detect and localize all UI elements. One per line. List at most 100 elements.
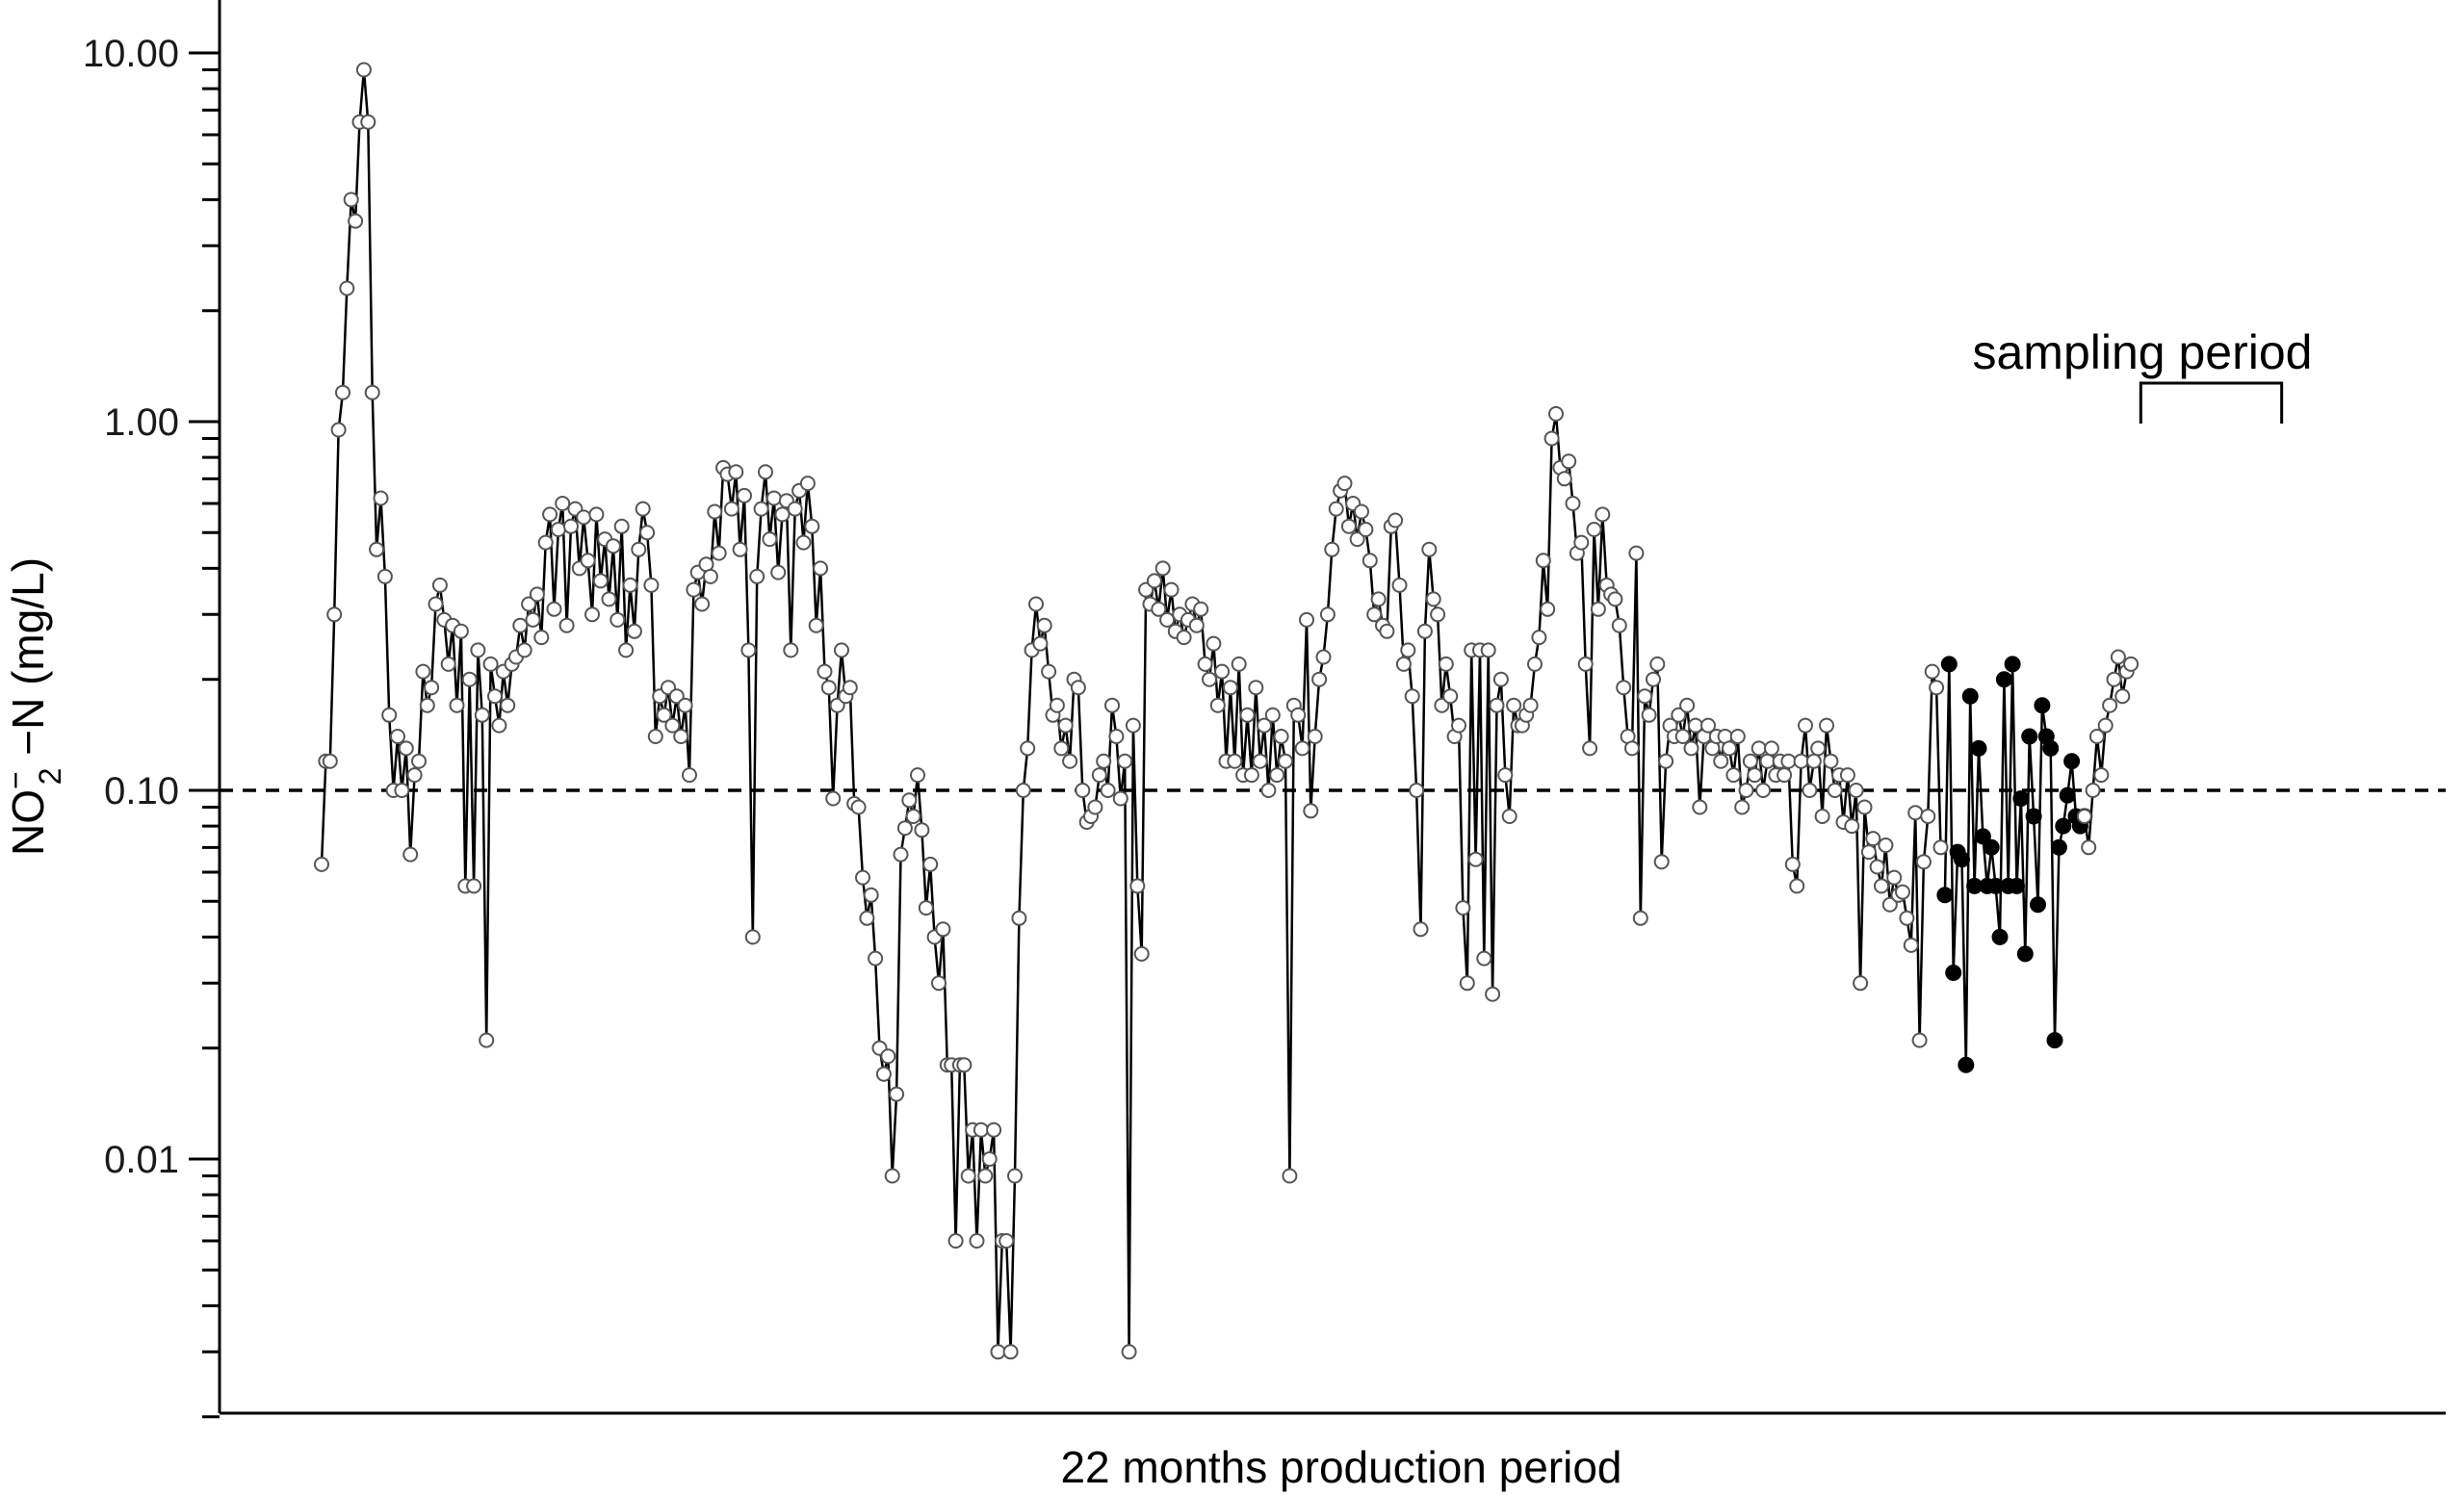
data-point — [1020, 740, 1036, 757]
data-point — [829, 697, 845, 713]
data-point — [348, 213, 364, 229]
data-point — [1028, 596, 1044, 612]
data-point — [402, 846, 419, 863]
data-point — [1311, 671, 1328, 687]
data-point — [466, 878, 482, 894]
data-point — [613, 518, 630, 534]
data-point — [893, 846, 909, 863]
data-point — [686, 581, 702, 598]
data-point — [1129, 878, 1146, 894]
data-point — [2114, 688, 2131, 705]
data-point — [737, 487, 752, 503]
data-point — [1260, 783, 1277, 798]
data-point — [1683, 740, 1699, 757]
data-point — [1467, 851, 1484, 867]
data-point — [487, 688, 503, 705]
data-point — [2021, 728, 2038, 745]
data-point — [2030, 896, 2046, 914]
data-point — [1307, 729, 1323, 744]
data-point — [1611, 617, 1627, 633]
data-point — [2110, 649, 2126, 665]
data-point — [1193, 601, 1209, 617]
data-point — [1945, 965, 1962, 981]
data-point — [1827, 783, 1843, 798]
data-point — [825, 790, 842, 807]
data-point — [1112, 790, 1128, 807]
data-point — [449, 697, 465, 713]
data-point — [820, 680, 837, 696]
data-point — [863, 887, 879, 903]
data-point — [343, 192, 359, 208]
data-point — [474, 707, 490, 723]
data-point — [1421, 541, 1438, 557]
data-point — [859, 910, 875, 926]
data-point — [1087, 799, 1103, 815]
data-point — [419, 697, 435, 713]
data-point — [1125, 717, 1141, 734]
data-point — [744, 929, 761, 945]
data-point — [1492, 671, 1509, 687]
data-point — [373, 490, 389, 506]
data-point — [1637, 688, 1653, 705]
data-point — [1780, 753, 1797, 769]
data-point — [1252, 753, 1268, 769]
data-point — [931, 975, 947, 992]
data-point — [1299, 611, 1314, 628]
y-axis-title-rest: −N (mg/L) — [3, 557, 53, 768]
data-point — [1294, 740, 1310, 757]
data-point — [850, 799, 867, 815]
data-point — [1395, 656, 1412, 672]
data-point — [542, 506, 558, 523]
data-point — [1958, 1056, 1975, 1073]
data-point — [1616, 680, 1632, 696]
data-point — [1104, 697, 1120, 713]
data-point — [1991, 928, 2009, 945]
data-point — [2059, 786, 2076, 804]
series-1 — [1943, 663, 2086, 1066]
data-point — [935, 921, 951, 938]
data-point — [1641, 707, 1657, 723]
data-point — [1700, 717, 1716, 734]
data-point — [482, 656, 499, 672]
data-point — [1763, 740, 1779, 757]
data-point — [558, 617, 575, 633]
data-point — [647, 729, 663, 744]
data-point — [783, 642, 799, 658]
data-point — [618, 642, 635, 658]
data-point — [1692, 799, 1708, 815]
data-point — [1915, 854, 1932, 870]
data-point — [1805, 753, 1822, 769]
data-point — [1759, 753, 1776, 769]
data-point — [668, 688, 685, 705]
data-point — [774, 506, 791, 523]
data-point — [1932, 839, 1949, 856]
data-point — [1239, 707, 1256, 723]
data-point — [1358, 522, 1374, 537]
data-point — [1853, 975, 1869, 992]
data-point — [1810, 740, 1827, 757]
data-point — [1983, 838, 2000, 856]
data-point — [694, 596, 711, 612]
data-point — [1903, 937, 1919, 953]
data-point — [411, 753, 427, 769]
data-point — [1053, 740, 1070, 757]
data-point — [1671, 707, 1687, 723]
data-point — [1725, 767, 1742, 784]
sampling-bracket — [2139, 381, 2284, 424]
data-point — [1649, 656, 1666, 672]
data-point — [1886, 869, 1903, 886]
data-point — [1388, 512, 1404, 528]
data-point — [1565, 496, 1581, 511]
data-point — [2042, 739, 2060, 757]
data-point — [795, 534, 812, 551]
data-point — [855, 869, 870, 886]
data-point — [1548, 405, 1564, 422]
data-point — [1713, 753, 1729, 769]
data-point — [1121, 1344, 1137, 1360]
data-point — [406, 767, 423, 784]
y-tick-label: 1.00 — [104, 401, 179, 444]
data-point — [1273, 729, 1289, 744]
series-1-markers — [1936, 656, 2093, 1073]
data-point — [813, 560, 829, 577]
